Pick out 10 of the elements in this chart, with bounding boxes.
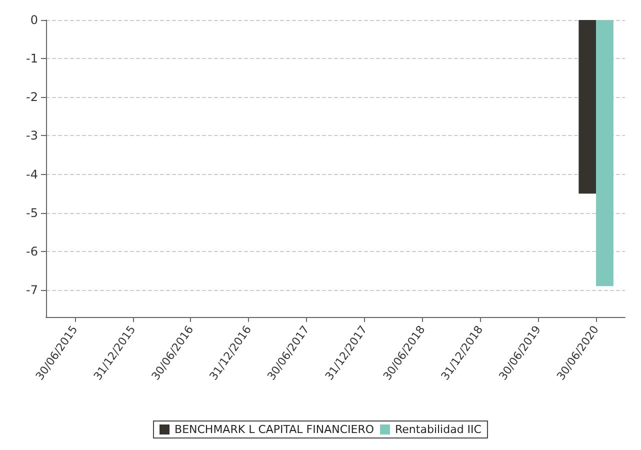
legend-label: Rentabilidad IIC xyxy=(395,423,482,436)
y-tick-label: -3 xyxy=(26,128,38,143)
y-tick-label: -1 xyxy=(26,52,38,66)
y-tick-label: -6 xyxy=(26,244,38,258)
legend-label: BENCHMARK L CAPITAL FINANCIERO xyxy=(174,423,374,436)
y-tick-label: -4 xyxy=(26,167,38,182)
y-tick-label: 0 xyxy=(30,13,38,27)
y-tick-label: -2 xyxy=(26,90,38,104)
y-tick-label: -5 xyxy=(26,206,38,220)
y-tick-label: -7 xyxy=(26,283,38,297)
